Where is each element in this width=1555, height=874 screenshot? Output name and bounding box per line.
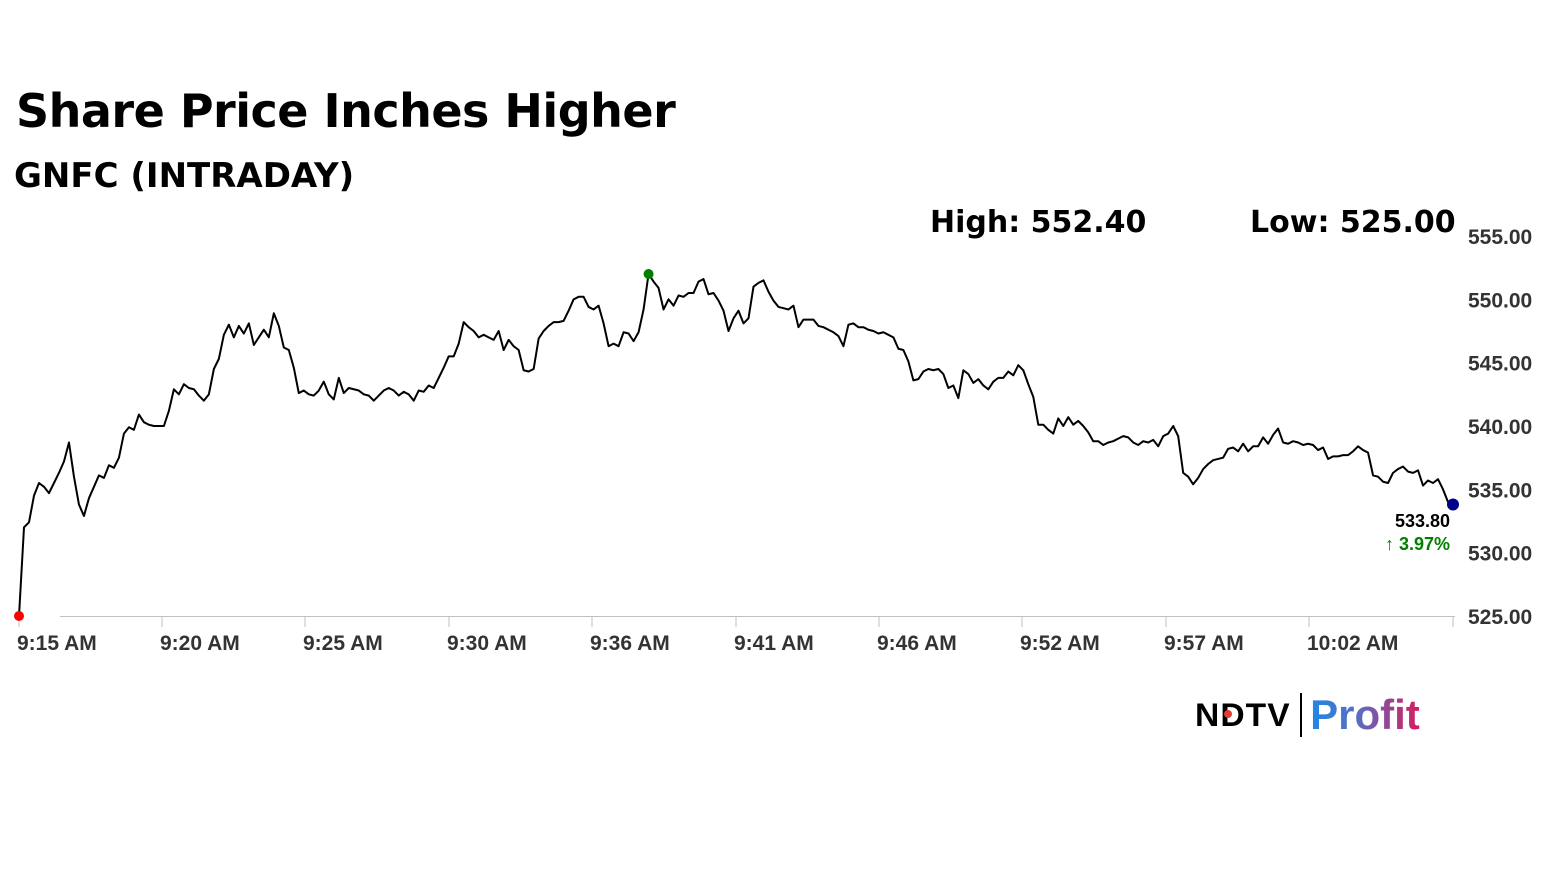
x-tick-label: 9:41 AM	[734, 632, 814, 655]
x-tick-label: 9:15 AM	[17, 632, 97, 655]
last-price-label: 533.80	[1395, 511, 1450, 531]
y-tick-label: 525.00	[1468, 606, 1532, 629]
x-tick-label: 9:46 AM	[877, 632, 957, 655]
x-tick-label: 10:02 AM	[1307, 632, 1398, 655]
x-axis-ticks: 9:15 AM 9:20 AM 9:25 AM 9:30 AM 9:36 AM 9:41 …	[17, 617, 1454, 655]
ndtv-profit-logo: NDTV Profit	[1195, 690, 1420, 740]
chart-subtitle: GNFC (INTRADAY)	[14, 156, 355, 196]
y-tick-label: 555.00	[1468, 226, 1532, 249]
logo-red-dot-icon	[1224, 710, 1232, 718]
y-tick-label: 540.00	[1468, 416, 1532, 439]
x-tick-label: 9:20 AM	[160, 632, 240, 655]
logo-divider	[1300, 693, 1303, 737]
up-arrow-icon: ↑	[1385, 534, 1394, 554]
x-tick-label: 9:57 AM	[1164, 632, 1244, 655]
low-point-marker	[14, 611, 24, 621]
y-tick-label: 550.00	[1468, 289, 1532, 312]
chart-title: Share Price Inches Higher	[16, 84, 676, 138]
low-price-label: Low: 525.00	[1250, 205, 1456, 240]
logo-profit-text: Profit	[1310, 691, 1420, 738]
last-point-marker	[1447, 498, 1459, 511]
x-tick-label: 9:36 AM	[590, 632, 670, 655]
y-tick-label: 530.00	[1468, 543, 1532, 566]
x-tick-label: 9:25 AM	[303, 632, 383, 655]
y-tick-label: 545.00	[1468, 353, 1532, 376]
x-tick-label: 9:30 AM	[447, 632, 527, 655]
x-tick-label: 9:52 AM	[1020, 632, 1100, 655]
high-point-marker	[643, 269, 654, 279]
y-axis-ticks: 555.00 550.00 545.00 540.00 535.00 530.00 525.…	[1468, 226, 1532, 629]
high-price-label: High: 552.40	[930, 205, 1147, 240]
y-tick-label: 535.00	[1468, 479, 1532, 502]
change-percent-label: ↑ 3.97%	[1385, 534, 1450, 554]
price-line	[18, 273, 1454, 617]
logo-ndtv-text: NDTV	[1195, 696, 1291, 733]
change-percent-value: 3.97%	[1399, 534, 1450, 554]
